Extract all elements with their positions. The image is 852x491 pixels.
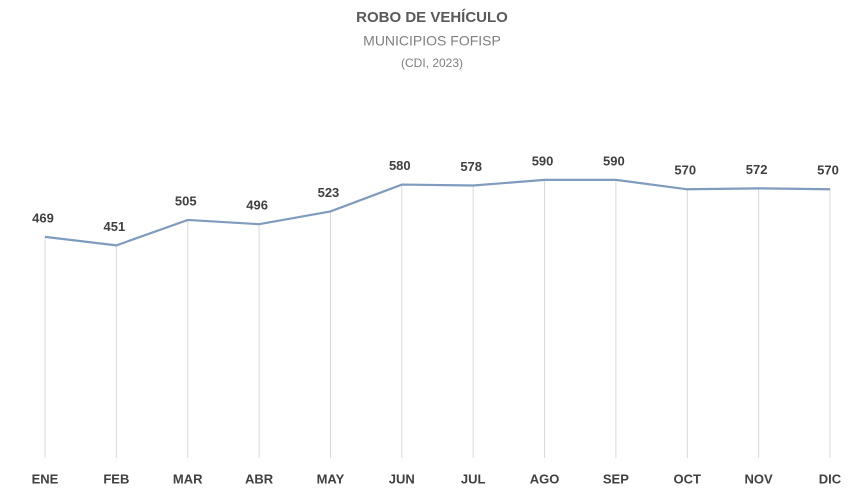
data-label: 451 bbox=[104, 219, 126, 234]
x-tick-label: DIC bbox=[819, 471, 842, 486]
x-tick-label: OCT bbox=[674, 471, 702, 486]
x-tick-label: AGO bbox=[530, 471, 560, 486]
chart-note: (CDI, 2023) bbox=[401, 56, 463, 70]
data-label: 469 bbox=[32, 210, 54, 225]
x-tick-label: ENE bbox=[32, 471, 59, 486]
x-tick-label: JUN bbox=[389, 471, 415, 486]
chart-subtitle: MUNICIPIOS FOFISP bbox=[363, 33, 501, 49]
data-label: 570 bbox=[817, 163, 839, 178]
x-tick-label: SEP bbox=[603, 471, 629, 486]
data-label: 580 bbox=[389, 158, 411, 173]
data-label: 590 bbox=[603, 153, 625, 168]
data-label: 505 bbox=[175, 193, 197, 208]
x-tick-label: NOV bbox=[745, 471, 774, 486]
data-line bbox=[44, 178, 831, 247]
data-label: 578 bbox=[460, 159, 482, 174]
data-label: 590 bbox=[532, 153, 554, 168]
x-tick-label: MAY bbox=[317, 471, 345, 486]
data-label: 572 bbox=[746, 162, 768, 177]
x-tick-label: ABR bbox=[245, 471, 274, 486]
data-label: 496 bbox=[246, 198, 268, 213]
x-tick-label: JUL bbox=[461, 471, 486, 486]
x-tick-label: FEB bbox=[103, 471, 129, 486]
x-tick-label: MAR bbox=[173, 471, 203, 486]
data-label: 523 bbox=[318, 185, 340, 200]
data-label: 570 bbox=[674, 163, 696, 178]
chart-title: ROBO DE VEHÍCULO bbox=[356, 9, 508, 26]
